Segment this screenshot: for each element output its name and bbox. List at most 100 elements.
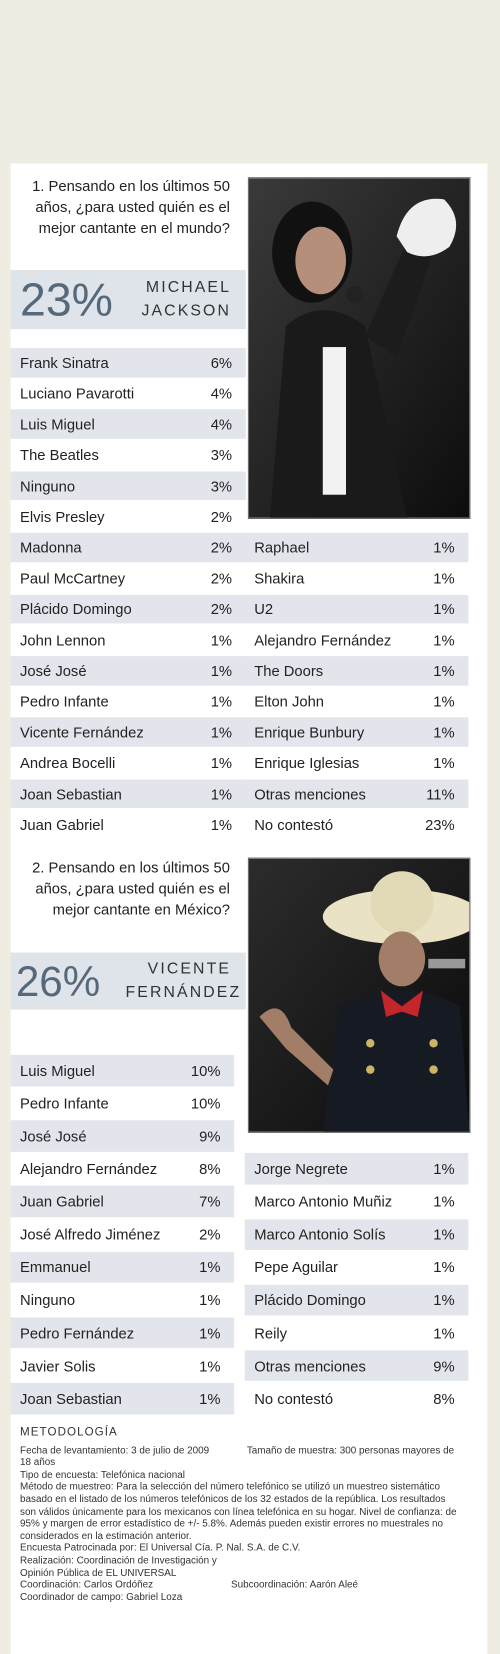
answer-row: No contestó 8%: [245, 1383, 469, 1414]
answer-row: José José 9%: [10, 1120, 235, 1152]
answer-percent: 1%: [433, 600, 455, 618]
answer-name: Otras menciones: [254, 785, 366, 803]
answer-percent: 1%: [210, 631, 233, 649]
answer-name: Andrea Bocelli: [20, 754, 116, 772]
photo: [247, 177, 471, 519]
answer-name: Marco Antonio Solís: [254, 1226, 386, 1243]
answer-percent: 1%: [433, 539, 455, 556]
answer-percent: 4%: [210, 415, 233, 433]
answer-name: Enrique Iglesias: [254, 754, 360, 772]
answer-row: Madonna 2%: [10, 532, 246, 563]
answer-row: Alejandro Fernández 8%: [11, 1153, 235, 1184]
answer-percent: 1%: [433, 723, 455, 741]
answer-percent: 9%: [199, 1127, 221, 1145]
answer-percent: 23%: [425, 816, 455, 834]
answer-percent: 1%: [433, 631, 455, 649]
answer-name: John Lennon: [20, 631, 106, 649]
answer-name: Elvis Presley: [20, 508, 105, 526]
answer-percent: 3%: [210, 446, 233, 464]
answer-row: Joan Sebastian 1%: [10, 1382, 235, 1415]
answer-percent: 2%: [210, 508, 233, 526]
answer-percent: 1%: [433, 569, 455, 587]
answer-percent: 1%: [199, 1357, 221, 1375]
answer-row: Otras menciones 11%: [244, 779, 469, 809]
answer-name: Vicente Fernández: [20, 723, 144, 741]
answer-row: Jorge Negrete 1%: [244, 1153, 469, 1185]
answer-row: Plácido Domingo 1%: [244, 1284, 469, 1316]
answer-name: José Alfredo Jiménez: [20, 1226, 161, 1243]
question: 2. Pensando en los últimos 50 años, ¿par…: [32, 858, 230, 918]
answer-name: Juan Gabriel: [20, 1193, 104, 1211]
answer-percent: 1%: [433, 1193, 455, 1211]
answer-name: Marco Antonio Muñiz: [254, 1193, 393, 1211]
answer-name: Jorge Negrete: [254, 1160, 348, 1178]
answer-row: The Doors 1%: [244, 656, 469, 686]
answer-name: Madonna: [20, 539, 82, 556]
answer-row: Pedro Infante 10%: [11, 1088, 235, 1119]
answer-row: Frank Sinatra 6%: [10, 348, 246, 378]
answer-percent: 1%: [433, 662, 455, 680]
answer-row: Javier Solis 1%: [11, 1350, 235, 1381]
answer-row: Luis Miguel 10%: [10, 1054, 235, 1087]
answer-row: Luciano Pavarotti 4%: [11, 379, 246, 408]
date: Fecha de levantamiento: 3 de julio de 20…: [20, 1443, 210, 1456]
answer-row: Pepe Aguilar 1%: [245, 1252, 469, 1283]
answer-percent: 9%: [433, 1357, 455, 1375]
answer-row: Juan Gabriel 1%: [11, 810, 246, 839]
answer-name: Javier Solis: [20, 1357, 96, 1375]
top-name: MICHAEL JACKSON: [141, 278, 232, 320]
answer-percent: 10%: [190, 1062, 221, 1079]
top-name: VICENTE FERNÁNDEZ: [125, 959, 242, 1002]
answer-name: The Beatles: [20, 446, 99, 464]
answer-row: Elvis Presley 2%: [11, 502, 246, 531]
photo-art: [248, 178, 470, 518]
answer-percent: 1%: [433, 1324, 455, 1342]
answer-name: Joan Sebastian: [20, 785, 122, 803]
answer-row: Pedro Fernández 1%: [10, 1317, 235, 1349]
answer-row: Emmanuel 1%: [10, 1251, 235, 1283]
answer-name: Pedro Fernández: [20, 1324, 135, 1342]
answer-name: Ninguno: [20, 477, 76, 495]
answer-name: Pedro Infante: [20, 1094, 109, 1112]
photo-art: [248, 858, 470, 1132]
answer-percent: 1%: [433, 754, 455, 772]
answer-row: Otras menciones 9%: [244, 1350, 469, 1382]
answer-name: Joan Sebastian: [20, 1390, 122, 1407]
answer-name: U2: [254, 600, 274, 618]
answer-row: Elton John 1%: [245, 687, 469, 716]
answer-name: Shakira: [254, 569, 305, 587]
answer-row: Marco Antonio Solís 1%: [244, 1218, 469, 1251]
answer-percent: 4%: [210, 385, 233, 402]
answer-name: Reily: [254, 1324, 288, 1342]
answer-percent: 1%: [210, 754, 233, 772]
answer-row: Joan Sebastian 1%: [10, 779, 246, 809]
answer-name: Emmanuel: [20, 1258, 91, 1276]
answer-percent: 1%: [433, 1291, 455, 1309]
field-coordinator: Coordinador de campo: Gabriel Loza: [20, 1590, 183, 1603]
answer-row: No contestó 23%: [245, 810, 469, 839]
answer-percent: 6%: [210, 354, 233, 372]
answer-name: Paul McCartney: [20, 569, 126, 587]
answer-name: Luciano Pavarotti: [20, 385, 135, 402]
answer-name: José José: [20, 1127, 87, 1145]
answer-percent: 2%: [199, 1226, 221, 1243]
answer-percent: 1%: [199, 1390, 221, 1407]
answer-percent: 1%: [199, 1324, 221, 1342]
answer-row: José Alfredo Jiménez 2%: [11, 1219, 235, 1250]
question: 1. Pensando en los últimos 50 años, ¿par…: [32, 177, 230, 237]
answer-row: Luis Miguel 4%: [10, 409, 246, 439]
answer-percent: 2%: [210, 539, 233, 556]
answer-row: Pedro Infante 1%: [11, 687, 246, 716]
answer-row: The Beatles 3%: [11, 440, 246, 469]
answer-row: Ninguno 3%: [10, 471, 246, 501]
answer-percent: 8%: [199, 1160, 221, 1178]
methodology: METODOLOGÍA Fecha de levantamiento: 3 de…: [20, 1427, 463, 1602]
answer-percent: 1%: [210, 816, 233, 834]
answer-name: No contestó: [254, 1390, 334, 1407]
answer-name: Raphael: [254, 539, 310, 556]
answer-row: Reily 1%: [245, 1317, 469, 1348]
sample: Tamaño de muestra: 300 personas mayores …: [20, 1443, 455, 1468]
answer-percent: 1%: [199, 1291, 221, 1309]
answer-name: José José: [20, 662, 87, 680]
